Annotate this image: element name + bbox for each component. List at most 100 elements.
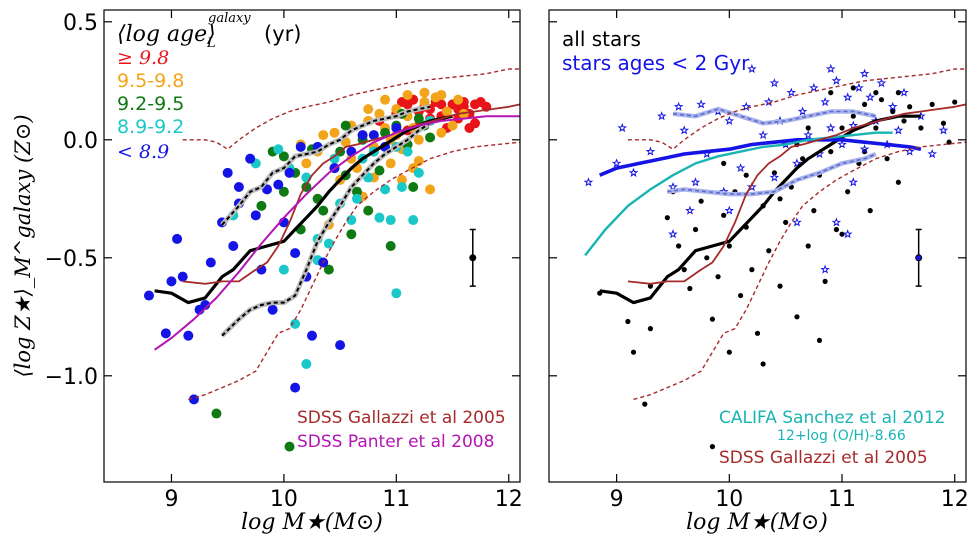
data-point-dot — [726, 243, 732, 249]
data-point-dot — [794, 314, 800, 320]
data-point-star — [747, 181, 757, 192]
data-point-dot — [709, 316, 716, 322]
data-point — [436, 89, 447, 100]
data-point — [245, 153, 256, 164]
data-point-dot — [709, 444, 716, 450]
data-point-star — [797, 106, 808, 116]
data-point-dot — [647, 326, 654, 332]
data-point — [368, 130, 379, 141]
data-point — [278, 186, 289, 197]
left-line-sdss-panter-et-al-2008 — [154, 115, 520, 351]
left-x-tick-label: 12 — [495, 487, 523, 512]
data-point — [290, 318, 301, 329]
left-series-9-2-9-5 — [211, 108, 436, 452]
data-point-dot — [952, 99, 958, 105]
data-point-star — [628, 167, 639, 178]
legend-title-sup: galaxy — [208, 11, 251, 26]
data-point-star — [792, 217, 802, 227]
right-annotation-califa-formula: 12+log (O/H)-8.66 — [777, 428, 906, 444]
left-x-tick-label: 11 — [382, 487, 410, 512]
left-x-tick-label: 10 — [270, 487, 298, 512]
data-point — [329, 153, 340, 164]
data-point — [228, 241, 239, 251]
right-annotation-gallazzi: SDSS Gallazzi et al 2005 — [719, 448, 928, 468]
data-point-star — [899, 87, 909, 97]
data-point — [402, 146, 413, 157]
data-point-star — [859, 144, 870, 154]
legend-age-ge98: ≥ 9.8 — [117, 47, 169, 69]
data-point-star — [763, 96, 774, 107]
data-point — [385, 241, 396, 251]
data-point-dot — [630, 349, 637, 355]
data-point-dot — [845, 189, 851, 195]
right-line-gallazzi-lower — [633, 141, 967, 401]
data-point-dot — [816, 337, 823, 343]
data-point-star — [927, 149, 937, 159]
data-point — [391, 123, 402, 133]
data-point — [357, 130, 368, 141]
data-point-dot — [766, 248, 772, 254]
data-point-dot — [839, 231, 845, 237]
left-line-median — [154, 114, 453, 305]
data-point — [278, 151, 289, 162]
data-point-dot — [721, 212, 727, 218]
data-point — [172, 233, 183, 244]
data-point-star — [854, 82, 864, 92]
data-point-star — [887, 101, 898, 111]
data-point — [318, 205, 329, 216]
data-point-dot — [715, 274, 721, 280]
data-point-dot — [828, 90, 834, 96]
data-point-dot — [726, 349, 732, 355]
data-point — [250, 210, 261, 221]
data-point-star — [831, 75, 842, 85]
data-point-star — [645, 146, 656, 156]
legend-young-stars: stars ages < 2 Gyr — [562, 51, 750, 75]
data-point-star — [583, 177, 594, 187]
data-point-dot — [676, 243, 682, 249]
data-point — [177, 271, 188, 282]
left-x-tick-label: 9 — [164, 487, 178, 512]
y-tick-label: 0.5 — [63, 11, 98, 36]
data-point — [425, 132, 436, 143]
data-point-dot — [878, 97, 885, 103]
data-point-dot — [850, 113, 856, 119]
data-point — [295, 141, 306, 152]
right-line-young-lower — [667, 153, 877, 195]
data-point-dot — [692, 226, 699, 233]
data-point-star — [820, 96, 830, 107]
data-point — [329, 127, 340, 138]
data-point — [351, 193, 362, 204]
legend-age-95-98: 9.5-9.8 — [117, 70, 184, 92]
data-point-dot — [799, 156, 806, 162]
data-point-dot — [918, 125, 924, 131]
data-point — [425, 184, 436, 195]
right-line-median-young-stars — [599, 138, 922, 177]
data-point — [380, 94, 391, 105]
right-x-tick-label: 11 — [828, 487, 856, 512]
data-point — [413, 113, 424, 124]
right-line-gallazzi-upper — [627, 68, 966, 150]
data-point-dot — [754, 330, 761, 336]
right-plot-area — [583, 63, 967, 450]
data-point — [273, 179, 284, 190]
data-point-dot — [940, 120, 947, 126]
right-line-califa-sanchez-et-al-2012 — [584, 131, 893, 257]
data-point-star — [673, 101, 684, 111]
data-point — [211, 408, 222, 419]
data-point — [447, 120, 458, 131]
data-point-star — [617, 122, 628, 133]
data-point-dot — [760, 361, 766, 367]
right-x-tick-label: 12 — [941, 487, 969, 512]
data-point — [413, 134, 424, 145]
data-point — [205, 257, 216, 268]
data-point — [391, 288, 402, 299]
legend-all-stars: all stars — [562, 27, 641, 51]
left-plot-area — [143, 68, 521, 452]
data-point-dot — [687, 285, 693, 292]
data-point-star — [842, 92, 853, 102]
left-series--8-9 — [143, 123, 402, 405]
data-point — [419, 87, 430, 98]
data-point — [436, 99, 447, 110]
right-errorbar-point — [915, 254, 923, 262]
data-point-star — [679, 125, 690, 135]
